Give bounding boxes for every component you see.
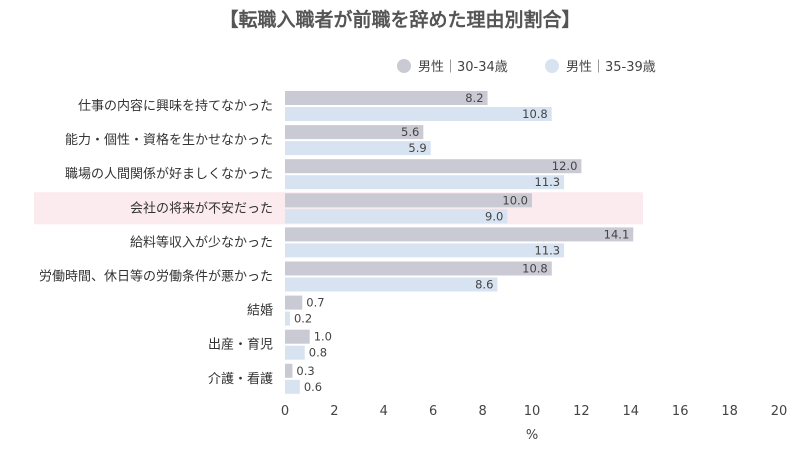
data-label-series-2: 5.9	[408, 141, 426, 155]
category-label: 職場の人間関係が好ましくなかった	[65, 167, 273, 182]
data-label-series-1: 0.3	[296, 364, 314, 378]
data-label-series-2: 9.0	[485, 209, 503, 223]
category-label: 出産・育児	[208, 337, 273, 353]
bar-series-1	[285, 261, 552, 276]
category-label: 労働時間、休日等の労働条件が悪かった	[39, 269, 273, 285]
x-tick-label: 18	[721, 404, 738, 419]
chart-title: 【転職入職者が前職を辞めた理由別割合】	[219, 8, 580, 31]
data-label-series-2: 8.6	[475, 278, 493, 292]
x-tick-label: 4	[380, 404, 388, 419]
category-label: 能力・個性・資格を生かせなかった	[65, 132, 273, 148]
bar-series-1	[285, 363, 293, 378]
legend-label-series-2: 男性｜35-39歳	[566, 60, 656, 75]
bar-series-1	[285, 227, 634, 242]
data-label-series-1: 14.1	[604, 227, 630, 241]
data-label-series-1: 1.0	[314, 330, 332, 344]
category-label: 介護・看護	[208, 371, 273, 387]
legend-label-series-1: 男性｜30-34歳	[418, 60, 508, 75]
x-tick-label: 2	[330, 404, 338, 419]
bar-series-1	[285, 329, 310, 344]
bar-series-2	[285, 311, 290, 326]
bar-series-2	[285, 277, 498, 292]
bar-series-1	[285, 295, 303, 310]
bar-series-2	[285, 175, 565, 190]
data-label-series-1: 0.7	[306, 296, 324, 310]
category-label: 仕事の内容に興味を持てなかった	[78, 98, 273, 114]
bar-series-1	[285, 193, 532, 208]
bars-layer: 8.2 10.8 5.6 5.9 12.0 11.3 10.0 9.0 14.1 11.3 10.8…	[285, 91, 634, 394]
x-axis-title: %	[526, 428, 538, 443]
data-label-series-2: 11.3	[535, 175, 561, 189]
data-label-series-2: 0.2	[294, 312, 312, 326]
data-label-series-2: 11.3	[535, 243, 561, 257]
bar-series-2	[285, 141, 431, 156]
data-label-series-2: 10.8	[522, 107, 548, 121]
data-label-series-1: 12.0	[552, 159, 578, 173]
data-label-series-1: 5.6	[401, 125, 419, 139]
data-label-series-2: 0.6	[304, 380, 322, 394]
legend-marker-series-1	[397, 59, 411, 73]
x-tick-label: 16	[672, 404, 689, 419]
data-label-series-2: 0.8	[309, 346, 327, 360]
bar-series-2	[285, 243, 565, 258]
x-tick-label: 12	[573, 404, 590, 419]
legend-marker-series-2	[545, 59, 559, 73]
data-label-series-1: 8.2	[465, 91, 483, 105]
bar-series-2	[285, 379, 300, 394]
x-tick-label: 10	[524, 404, 541, 419]
bar-series-1	[285, 125, 424, 140]
x-tick-label: 0	[281, 404, 289, 419]
x-tick-label: 6	[429, 404, 437, 419]
data-label-series-1: 10.0	[502, 193, 528, 207]
bar-series-1	[285, 159, 582, 174]
category-label: 給料等収入が少なかった	[130, 234, 273, 250]
bar-series-1	[285, 91, 488, 105]
x-tick-label: 14	[623, 404, 640, 419]
x-axis-ticks: 0 2 4 6 8 10 12 14 16 18 20	[281, 404, 787, 419]
category-labels: 仕事の内容に興味を持てなかった能力・個性・資格を生かせなかった職場の人間関係が好…	[39, 98, 273, 387]
bar-series-2	[285, 107, 552, 121]
x-tick-label: 20	[771, 404, 788, 419]
x-tick-label: 8	[478, 404, 486, 419]
legend: 男性｜30-34歳 男性｜35-39歳	[397, 59, 656, 75]
category-label: 会社の将来が不安だった	[130, 200, 273, 216]
category-label: 結婚	[247, 304, 273, 319]
bar-series-2	[285, 345, 305, 360]
bar-series-2	[285, 209, 508, 224]
data-label-series-1: 10.8	[522, 262, 548, 276]
